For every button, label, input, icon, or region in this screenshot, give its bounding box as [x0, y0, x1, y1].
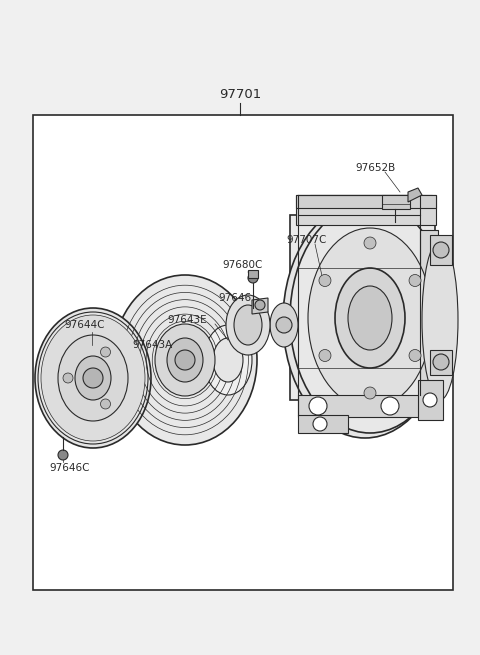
Ellipse shape	[75, 356, 111, 400]
Polygon shape	[408, 188, 422, 202]
Text: 97701: 97701	[219, 88, 261, 102]
Bar	[33, 115, 453, 590]
Bar	[418, 380, 443, 420]
Ellipse shape	[204, 325, 252, 395]
Text: 97680C: 97680C	[222, 260, 263, 270]
Ellipse shape	[335, 268, 405, 368]
Text: 97652B: 97652B	[355, 163, 395, 173]
Text: 97707C: 97707C	[286, 235, 326, 245]
Text: 97643A: 97643A	[132, 340, 172, 350]
Bar	[430, 350, 452, 375]
Circle shape	[364, 387, 376, 399]
Circle shape	[409, 274, 421, 286]
Ellipse shape	[348, 286, 392, 350]
Ellipse shape	[422, 240, 458, 400]
Circle shape	[58, 450, 68, 460]
Text: 97646: 97646	[218, 293, 251, 303]
Polygon shape	[310, 195, 432, 215]
Bar	[296, 195, 436, 225]
Polygon shape	[296, 195, 436, 208]
Circle shape	[276, 317, 292, 333]
Circle shape	[175, 350, 195, 370]
Circle shape	[381, 397, 399, 415]
Ellipse shape	[270, 303, 298, 347]
Ellipse shape	[308, 228, 432, 408]
Circle shape	[83, 368, 103, 388]
Ellipse shape	[213, 338, 243, 382]
Bar	[420, 230, 438, 405]
Ellipse shape	[167, 338, 203, 382]
Circle shape	[100, 399, 110, 409]
Ellipse shape	[226, 295, 270, 355]
Circle shape	[433, 354, 449, 370]
Ellipse shape	[58, 335, 128, 421]
Ellipse shape	[35, 308, 151, 448]
Circle shape	[319, 274, 331, 286]
Circle shape	[63, 373, 73, 383]
Circle shape	[423, 393, 437, 407]
Bar	[298, 395, 433, 417]
Bar	[382, 195, 410, 209]
Ellipse shape	[234, 305, 262, 345]
Bar	[430, 235, 452, 265]
Text: 97646C: 97646C	[49, 463, 89, 473]
Ellipse shape	[113, 275, 257, 445]
Text: 97643E: 97643E	[167, 315, 206, 325]
Circle shape	[409, 350, 421, 362]
Ellipse shape	[283, 202, 447, 438]
Polygon shape	[252, 298, 268, 314]
Circle shape	[248, 273, 258, 283]
Circle shape	[255, 300, 265, 310]
Circle shape	[364, 237, 376, 249]
Circle shape	[313, 417, 327, 431]
Bar	[298, 415, 348, 433]
Circle shape	[309, 397, 327, 415]
Ellipse shape	[290, 203, 450, 433]
Bar	[290, 215, 435, 400]
Circle shape	[319, 350, 331, 362]
Circle shape	[433, 242, 449, 258]
Ellipse shape	[41, 315, 145, 441]
Bar	[248, 270, 258, 278]
Ellipse shape	[155, 324, 215, 396]
Circle shape	[100, 347, 110, 357]
Text: 97644C: 97644C	[64, 320, 105, 330]
